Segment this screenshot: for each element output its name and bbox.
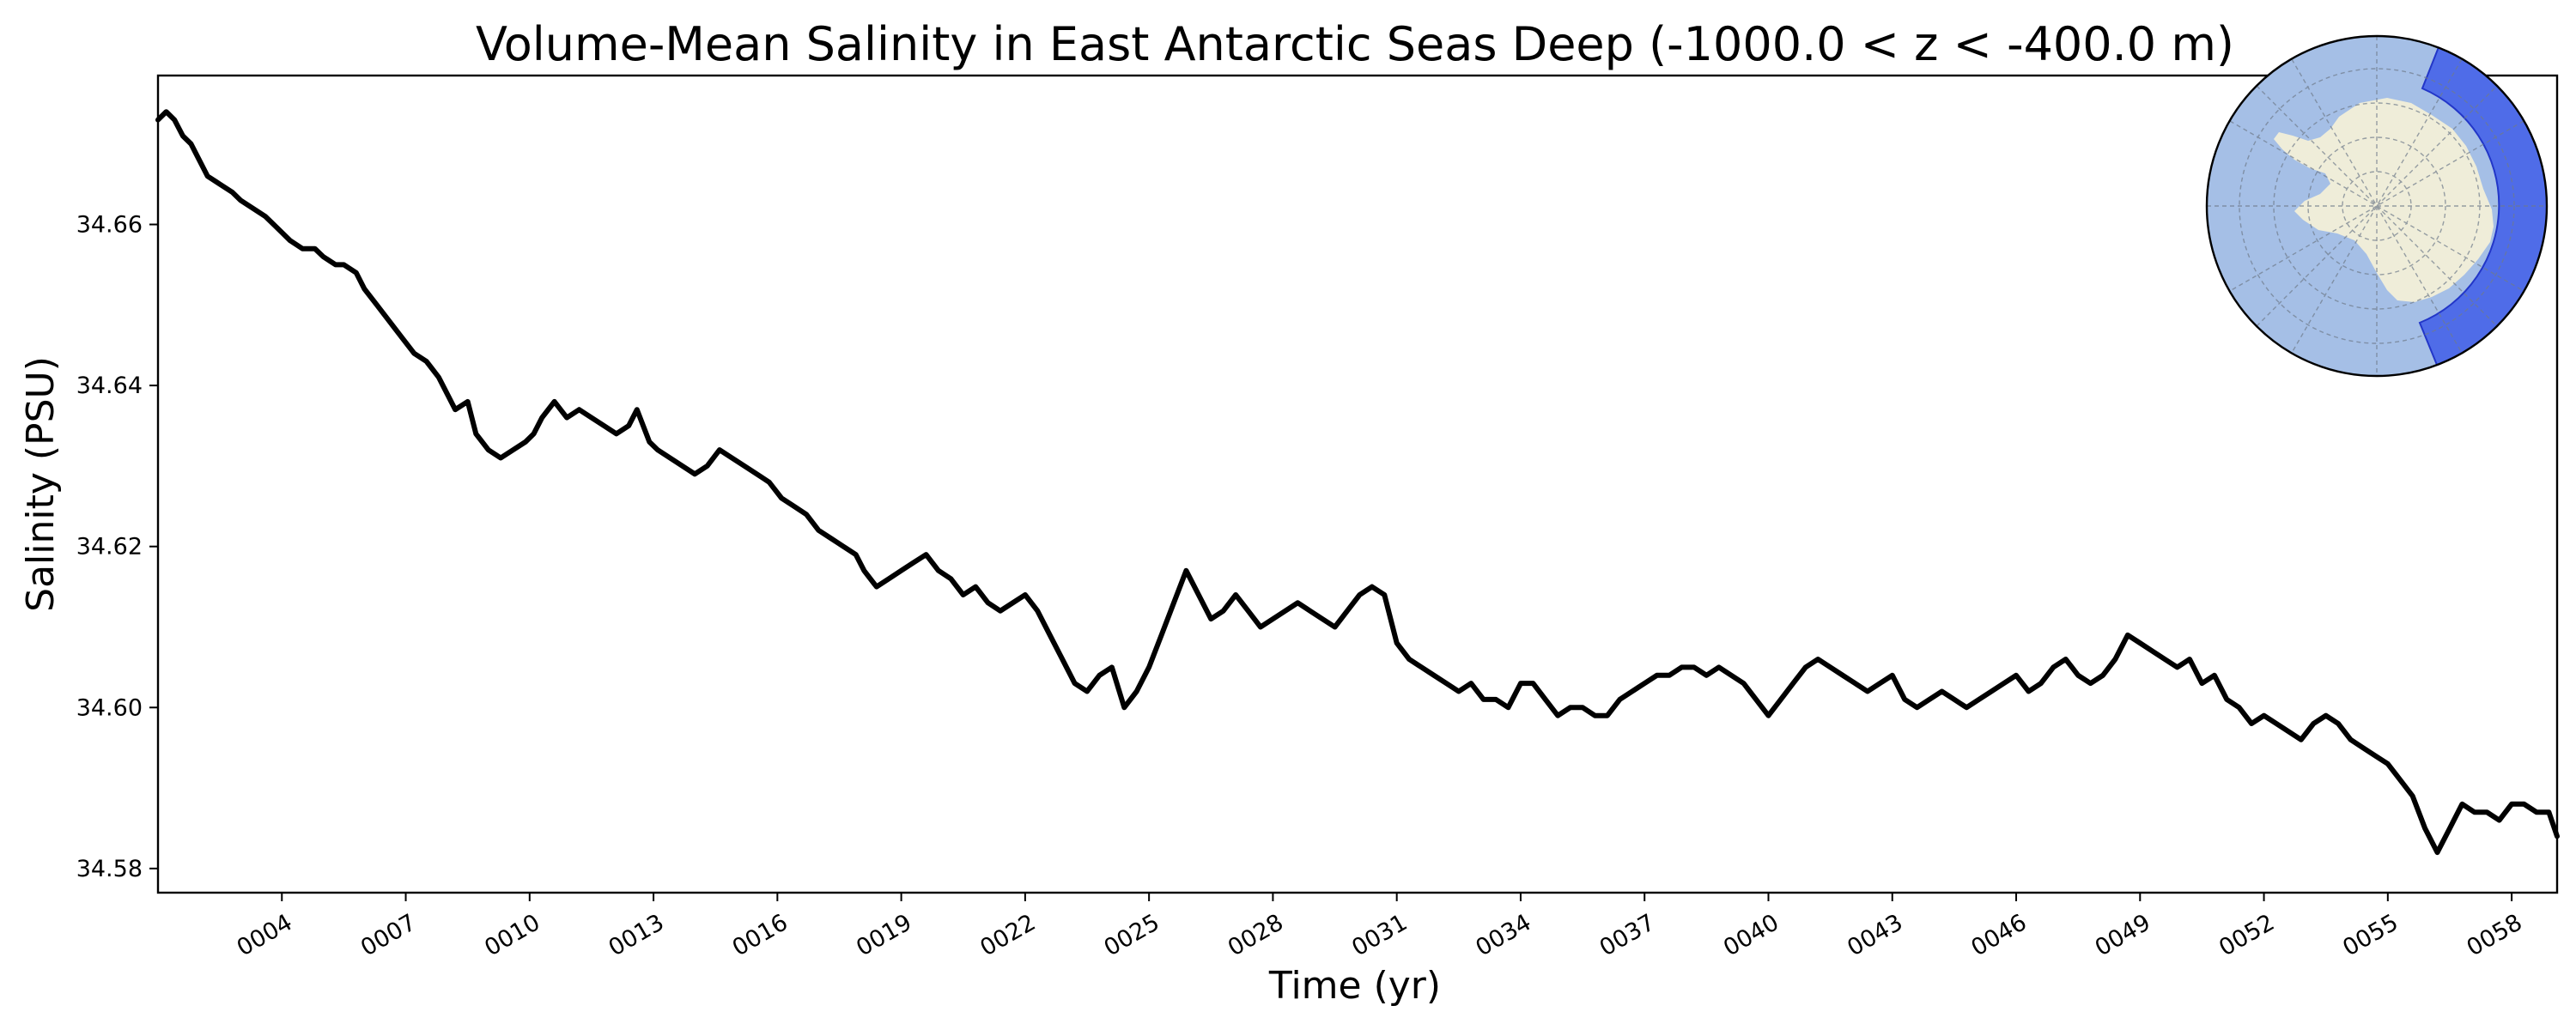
plot-frame — [156, 74, 2559, 894]
y-tick-label: 34.66 — [76, 212, 143, 239]
series-layer — [155, 109, 2560, 856]
y-axis: 34.58 34.60 34.62 34.64 34.66 — [76, 212, 158, 882]
y-tick-label: 34.64 — [76, 373, 143, 399]
series-line-1 — [155, 109, 2560, 856]
plot-background — [158, 76, 2557, 893]
plot-area — [155, 74, 2560, 894]
inset-graticule — [2207, 36, 2547, 376]
y-axis-label: Salinity (PSU) — [19, 356, 63, 612]
y-tick-label: 34.58 — [76, 856, 143, 882]
inset-antarctica-land — [2274, 98, 2494, 302]
x-axis-label: Time (yr) — [1268, 964, 1441, 1008]
chart-title: Volume-Mean Salinity in East Antarctic S… — [476, 17, 2234, 71]
y-tick-label: 34.62 — [76, 534, 143, 560]
inset-outline — [2205, 34, 2549, 378]
antarctica-region-inset-map — [2205, 34, 2549, 378]
y-tick-label: 34.60 — [76, 694, 143, 721]
